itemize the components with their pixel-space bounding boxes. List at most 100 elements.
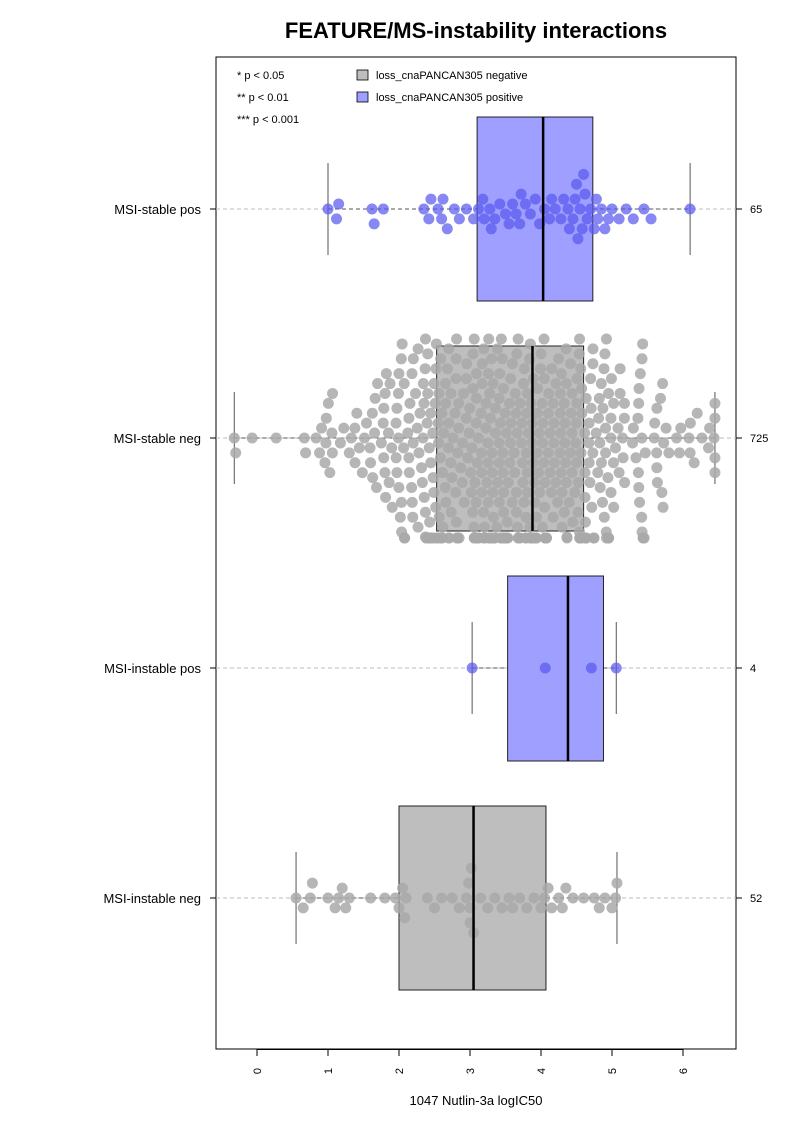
data-point [476,467,488,479]
data-point [634,368,646,380]
data-point [633,482,645,493]
data-point [412,521,424,533]
data-point [400,892,412,904]
data-point [554,407,566,419]
data-point [465,486,477,498]
data-point [452,447,464,459]
data-point [709,397,721,409]
data-point [461,358,473,370]
data-point [473,203,485,215]
data-point [531,532,543,544]
data-point [393,902,405,914]
data-point [648,432,660,444]
data-point [367,472,379,484]
data-point [370,482,382,493]
data-point [446,472,458,484]
data-point [598,363,610,375]
data-point [491,343,503,355]
data-point [437,521,449,533]
data-point [467,506,479,518]
data-point [379,387,391,399]
data-point [543,387,555,399]
data-point [671,432,683,444]
data-point [583,457,595,469]
data-point [386,442,398,454]
data-point [493,496,505,508]
data-point [555,427,567,439]
data-point [517,477,529,489]
data-point [581,213,593,225]
data-point [534,486,546,498]
data-point [607,457,619,469]
data-point [633,397,645,409]
data-point [549,203,561,215]
data-point [511,506,523,518]
data-point [580,532,592,544]
data-point [614,363,626,375]
data-point [397,882,409,894]
data-point [565,407,577,419]
data-point [508,447,520,459]
data-point [559,417,571,429]
data-point [555,213,567,225]
data-point [599,892,611,904]
data-point [567,516,579,528]
data-point [580,392,592,404]
legend-significance-2: ** p < 0.01 [237,92,289,104]
data-point [492,477,504,489]
data-point [482,496,494,508]
data-point [480,397,492,409]
data-point [476,486,488,498]
x-tick-label: 1 [323,1068,335,1074]
data-point [306,877,318,889]
sample-count-label: 725 [750,433,768,445]
data-point [478,213,490,225]
data-point [555,467,567,479]
data-point [605,432,617,444]
data-point [486,447,498,459]
data-point [391,402,403,414]
data-point [684,203,696,215]
data-point [511,427,523,439]
data-point [574,203,586,215]
data-point [514,397,526,409]
data-point [365,892,377,904]
data-point [290,892,302,904]
data-point [338,422,350,434]
data-point [639,447,651,459]
y-tick-label: MSI-instable pos [104,661,201,676]
data-point [464,402,476,414]
data-point [610,662,622,674]
legend-swatch-positive [356,91,369,103]
data-point [521,407,533,419]
data-point [372,378,384,390]
data-point [478,506,490,518]
data-point [535,902,547,914]
data-point [322,397,334,409]
sample-count-label: 65 [750,204,762,216]
data-point [506,358,518,370]
data-point [560,378,572,390]
data-point [366,407,378,419]
data-point [531,407,543,419]
data-point [455,462,467,474]
data-point [322,892,334,904]
data-point [546,193,558,205]
data-point [379,892,391,904]
data-point [542,882,554,894]
data-point [448,203,460,215]
data-point [545,486,557,498]
data-point [620,203,632,215]
chart-title: FEATURE/MS-instability interactions [285,18,667,43]
data-point [544,213,556,225]
data-point [486,467,498,479]
data-point [683,432,695,444]
data-point [538,333,550,345]
data-point [576,223,588,235]
data-point [443,532,455,544]
data-point [418,397,430,409]
data-point [571,397,583,409]
data-point [531,447,543,459]
data-point [451,333,463,345]
